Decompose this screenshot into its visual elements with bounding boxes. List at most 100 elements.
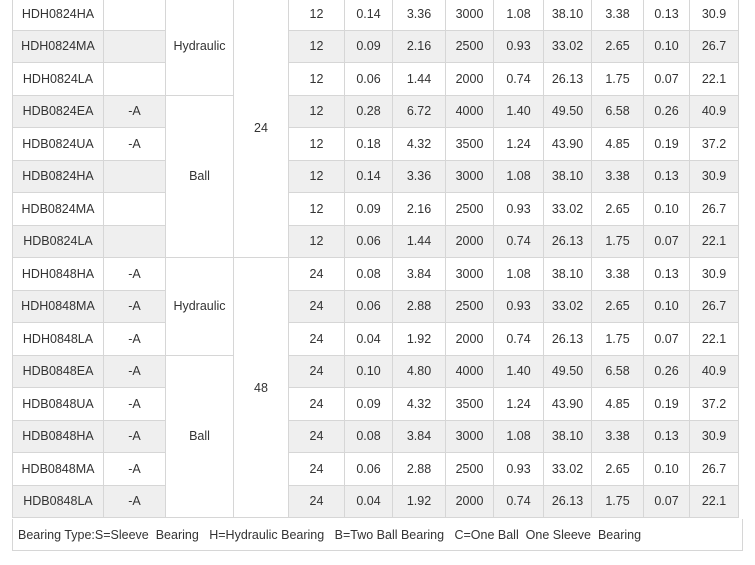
operating-voltage-cell: 12 (288, 159, 345, 193)
current-cell: 0.04 (344, 322, 393, 356)
model-cell: HDH0848HA (12, 257, 104, 291)
pressure-inch-cell: 0.07 (643, 322, 690, 356)
pressure-mm-cell: 3.38 (591, 257, 644, 291)
airflow-cfm-cell: 26.13 (543, 322, 592, 356)
airflow-cfm-cell: 49.50 (543, 354, 592, 388)
current-cell: 0.06 (344, 62, 393, 96)
table-row: HDB0824UA -A 12 0.18 4.32 3500 1.24 43.9… (12, 127, 739, 161)
airflow-cfm-cell: 33.02 (543, 452, 592, 486)
operating-voltage-cell: 12 (288, 192, 345, 226)
airflow-cmm-cell: 1.08 (493, 419, 544, 453)
table-row: HDB0848HA -A 24 0.08 3.84 3000 1.08 38.1… (12, 419, 739, 453)
pressure-mm-cell: 6.58 (591, 94, 644, 128)
speed-cell: 4000 (445, 94, 494, 128)
speed-cell: 3500 (445, 387, 494, 421)
model-cell: HDB0824MA (12, 192, 104, 226)
airflow-cmm-cell: 0.74 (493, 62, 544, 96)
current-cell: 0.09 (344, 192, 393, 226)
operating-voltage-cell: 12 (288, 29, 345, 63)
speed-cell: 2000 (445, 322, 494, 356)
pressure-mm-cell: 1.75 (591, 484, 644, 518)
power-cell: 2.16 (392, 29, 446, 63)
table-row: HDH0824HA Hydraulic 24 12 0.14 3.36 3000… (12, 0, 739, 258)
model-cell: HDH0848MA (12, 289, 104, 323)
pressure-inch-cell: 0.13 (643, 257, 690, 291)
model-cell: HDH0824HA (12, 0, 104, 31)
airflow-cmm-cell: 1.08 (493, 159, 544, 193)
airflow-cmm-cell: 0.93 (493, 192, 544, 226)
operating-voltage-cell: 24 (288, 257, 345, 291)
pressure-mm-cell: 4.85 (591, 387, 644, 421)
airflow-cfm-cell: 43.90 (543, 127, 592, 161)
pressure-inch-cell: 0.10 (643, 452, 690, 486)
noise-cell: 22.1 (689, 484, 739, 518)
speed-cell: 2500 (445, 289, 494, 323)
noise-cell: 30.9 (689, 159, 739, 193)
current-cell: 0.06 (344, 224, 393, 258)
suffix-cell: -A (103, 354, 166, 388)
pressure-inch-cell: 0.07 (643, 62, 690, 96)
operating-voltage-cell: 24 (288, 419, 345, 453)
pressure-mm-cell: 2.65 (591, 452, 644, 486)
table-row: HDB0848MA -A 24 0.06 2.88 2500 0.93 33.0… (12, 452, 739, 486)
suffix-cell: -A (103, 257, 166, 291)
operating-voltage-cell: 12 (288, 62, 345, 96)
operating-voltage-cell: 24 (288, 289, 345, 323)
speed-cell: 3000 (445, 257, 494, 291)
power-cell: 1.44 (392, 62, 446, 96)
model-cell: HDH0824MA (12, 29, 104, 63)
current-cell: 0.18 (344, 127, 393, 161)
pressure-mm-cell: 2.65 (591, 192, 644, 226)
airflow-cmm-cell: 1.24 (493, 127, 544, 161)
speed-cell: 2000 (445, 224, 494, 258)
suffix-cell: -A (103, 387, 166, 421)
model-cell: HDB0824EA (12, 94, 104, 128)
operating-voltage-cell: 24 (288, 322, 345, 356)
model-cell: HDB0824HA (12, 159, 104, 193)
noise-cell: 26.7 (689, 192, 739, 226)
airflow-cmm-cell: 1.24 (493, 387, 544, 421)
pressure-inch-cell: 0.13 (643, 159, 690, 193)
suffix-cell (103, 62, 166, 96)
suffix-cell (103, 0, 166, 31)
airflow-cmm-cell: 0.74 (493, 224, 544, 258)
airflow-cfm-cell: 49.50 (543, 94, 592, 128)
pressure-mm-cell: 1.75 (591, 62, 644, 96)
suffix-cell: -A (103, 484, 166, 518)
suffix-cell (103, 224, 166, 258)
pressure-inch-cell: 0.07 (643, 484, 690, 518)
speed-cell: 4000 (445, 354, 494, 388)
airflow-cfm-cell: 26.13 (543, 484, 592, 518)
airflow-cfm-cell: 33.02 (543, 289, 592, 323)
suffix-cell (103, 29, 166, 63)
speed-cell: 2500 (445, 192, 494, 226)
pressure-mm-cell: 6.58 (591, 354, 644, 388)
model-cell: HDB0848UA (12, 387, 104, 421)
airflow-cfm-cell: 38.10 (543, 0, 592, 31)
rated-voltage-cell: 48 (233, 257, 289, 518)
model-cell: HDB0848LA (12, 484, 104, 518)
speed-cell: 2000 (445, 62, 494, 96)
current-cell: 0.28 (344, 94, 393, 128)
power-cell: 2.88 (392, 452, 446, 486)
noise-cell: 22.1 (689, 224, 739, 258)
speed-cell: 3000 (445, 159, 494, 193)
airflow-cmm-cell: 0.93 (493, 29, 544, 63)
rated-voltage-cell: 24 (233, 0, 289, 258)
airflow-cmm-cell: 0.74 (493, 484, 544, 518)
airflow-cmm-cell: 0.93 (493, 289, 544, 323)
suffix-cell: -A (103, 289, 166, 323)
power-cell: 1.44 (392, 224, 446, 258)
power-cell: 3.84 (392, 257, 446, 291)
bearing-type-cell: Hydraulic (165, 257, 234, 356)
pressure-mm-cell: 2.65 (591, 289, 644, 323)
current-cell: 0.08 (344, 257, 393, 291)
bearing-type-cell: Ball (165, 354, 234, 518)
suffix-cell: -A (103, 322, 166, 356)
model-cell: HDB0848MA (12, 452, 104, 486)
power-cell: 6.72 (392, 94, 446, 128)
current-cell: 0.09 (344, 29, 393, 63)
speed-cell: 2500 (445, 29, 494, 63)
table-row: HDH0848MA -A 24 0.06 2.88 2500 0.93 33.0… (12, 289, 739, 323)
pressure-inch-cell: 0.10 (643, 192, 690, 226)
